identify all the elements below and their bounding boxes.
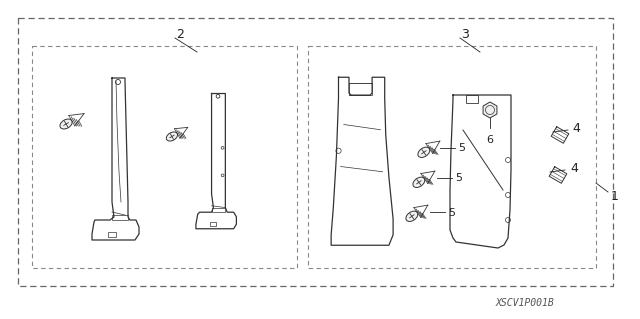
Text: 4: 4 — [570, 161, 578, 174]
Bar — [308, 46, 596, 268]
Text: 5: 5 — [456, 173, 463, 183]
Text: 3: 3 — [461, 27, 469, 41]
Bar — [32, 46, 297, 268]
Bar — [18, 18, 613, 286]
Bar — [466, 95, 478, 103]
Ellipse shape — [413, 177, 425, 188]
Bar — [212, 208, 225, 212]
Text: 5: 5 — [458, 143, 465, 153]
Text: XSCV1P001B: XSCV1P001B — [495, 298, 554, 308]
Ellipse shape — [418, 147, 430, 158]
Ellipse shape — [166, 132, 177, 141]
Text: 6: 6 — [486, 135, 493, 145]
Ellipse shape — [60, 119, 72, 129]
Ellipse shape — [406, 211, 418, 221]
Bar — [108, 232, 116, 237]
Bar — [210, 222, 216, 226]
Text: 4: 4 — [572, 122, 580, 135]
Text: 2: 2 — [176, 27, 184, 41]
Text: 1: 1 — [611, 189, 619, 203]
Bar — [349, 83, 372, 95]
Text: 5: 5 — [449, 208, 456, 218]
Bar — [112, 215, 128, 220]
